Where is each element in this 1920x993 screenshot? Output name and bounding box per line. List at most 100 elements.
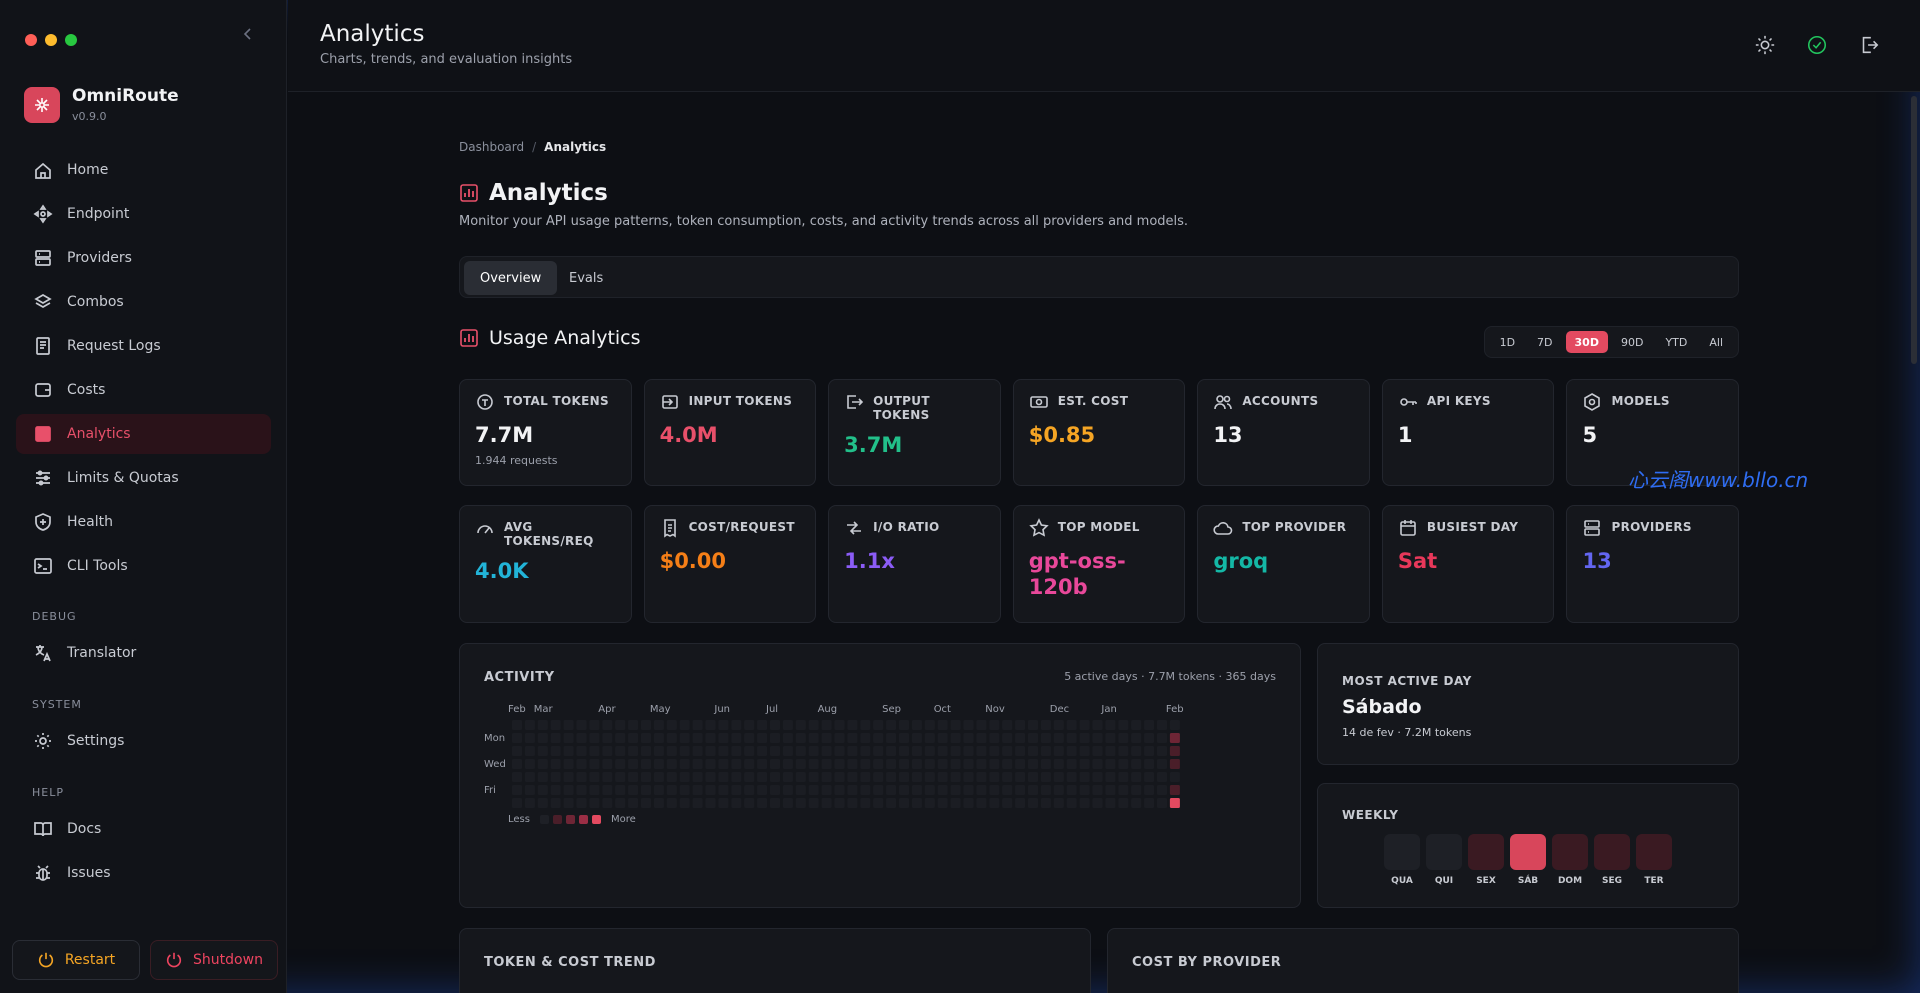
heatmap-cell[interactable] <box>886 785 897 795</box>
heatmap-cell[interactable] <box>537 733 548 743</box>
heatmap-cell[interactable] <box>976 785 987 795</box>
heatmap-cell[interactable] <box>937 759 948 769</box>
heatmap-cell[interactable] <box>615 746 626 756</box>
heatmap-cell[interactable] <box>873 746 884 756</box>
heatmap-cell[interactable] <box>1079 733 1090 743</box>
heatmap-cell[interactable] <box>795 772 806 782</box>
heatmap-cell[interactable] <box>512 785 522 795</box>
heatmap-cell[interactable] <box>757 746 768 756</box>
heatmap-cell[interactable] <box>860 785 871 795</box>
heatmap-cell[interactable] <box>744 798 755 808</box>
heatmap-cell[interactable] <box>795 733 806 743</box>
sidebar-item-providers[interactable]: Providers <box>16 238 271 278</box>
heatmap-cell[interactable] <box>976 733 987 743</box>
heatmap-cell[interactable] <box>1157 785 1167 795</box>
heatmap-cell[interactable] <box>989 746 1000 756</box>
heatmap-cell[interactable] <box>963 759 974 769</box>
heatmap-cell[interactable] <box>1040 798 1051 808</box>
heatmap-cell[interactable] <box>924 785 935 795</box>
heatmap-cell[interactable] <box>1015 798 1026 808</box>
heatmap-cell[interactable] <box>1002 746 1013 756</box>
heatmap-cell[interactable] <box>563 785 574 795</box>
heatmap-cell[interactable] <box>757 720 768 730</box>
weekly-day[interactable]: QUA <box>1384 834 1420 886</box>
heatmap-cell[interactable] <box>1040 720 1051 730</box>
heatmap-cell[interactable] <box>821 785 832 795</box>
heatmap-cell[interactable] <box>950 720 961 730</box>
heatmap-cell[interactable] <box>602 759 613 769</box>
heatmap-cell[interactable] <box>731 798 742 808</box>
heatmap-cell[interactable] <box>744 733 755 743</box>
heatmap-cell[interactable] <box>847 772 858 782</box>
collapse-sidebar-icon[interactable] <box>240 24 256 44</box>
heatmap-cell[interactable] <box>1079 720 1090 730</box>
heatmap-cell[interactable] <box>770 785 780 795</box>
heatmap-cell[interactable] <box>718 772 729 782</box>
heatmap-cell[interactable] <box>666 759 677 769</box>
heatmap-cell[interactable] <box>550 746 561 756</box>
heatmap-cell[interactable] <box>679 772 690 782</box>
heatmap-cell[interactable] <box>744 746 755 756</box>
heatmap-cell[interactable] <box>1169 772 1180 782</box>
breadcrumb-parent[interactable]: Dashboard <box>459 140 525 154</box>
heatmap-cell[interactable] <box>834 746 845 756</box>
heatmap-cell[interactable] <box>666 772 677 782</box>
heatmap-cell[interactable] <box>576 785 587 795</box>
heatmap-cell[interactable] <box>653 733 664 743</box>
heatmap-cell[interactable] <box>1002 733 1013 743</box>
heatmap-cell[interactable] <box>795 746 806 756</box>
heatmap-cell[interactable] <box>1105 720 1116 730</box>
heatmap-cell[interactable] <box>1157 772 1167 782</box>
heatmap-cell[interactable] <box>705 798 716 808</box>
heatmap-cell[interactable] <box>1066 759 1077 769</box>
heatmap-cell[interactable] <box>1144 720 1155 730</box>
heatmap-cell[interactable] <box>1157 733 1167 743</box>
heatmap-cell[interactable] <box>550 785 561 795</box>
heatmap-cell[interactable] <box>963 798 974 808</box>
heatmap-cell[interactable] <box>550 759 561 769</box>
heatmap-cell[interactable] <box>1105 785 1116 795</box>
heatmap-cell[interactable] <box>989 772 1000 782</box>
sidebar-item-translator[interactable]: Translator <box>16 633 271 673</box>
heatmap-cell[interactable] <box>705 733 716 743</box>
heatmap-cell[interactable] <box>757 798 768 808</box>
heatmap-cell[interactable] <box>924 746 935 756</box>
heatmap-cell[interactable] <box>1118 733 1129 743</box>
heatmap-cell[interactable] <box>989 720 1000 730</box>
heatmap-cell[interactable] <box>757 759 768 769</box>
heatmap-cell[interactable] <box>1040 733 1051 743</box>
heatmap-cell[interactable] <box>1053 772 1064 782</box>
weekly-day[interactable]: QUI <box>1426 834 1462 886</box>
heatmap-cell[interactable] <box>602 785 613 795</box>
heatmap-cell[interactable] <box>1053 785 1064 795</box>
heatmap-cell[interactable] <box>1015 759 1026 769</box>
heatmap-cell[interactable] <box>963 720 974 730</box>
heatmap-cell[interactable] <box>847 733 858 743</box>
heatmap-cell[interactable] <box>705 772 716 782</box>
heatmap-cell[interactable] <box>899 785 909 795</box>
heatmap-cell[interactable] <box>641 720 651 730</box>
heatmap-cell[interactable] <box>550 720 561 730</box>
heatmap-cell[interactable] <box>1105 746 1116 756</box>
heatmap-cell[interactable] <box>602 720 613 730</box>
heatmap-cell[interactable] <box>782 785 793 795</box>
heatmap-cell[interactable] <box>1131 720 1142 730</box>
heatmap-cell[interactable] <box>1118 759 1129 769</box>
heatmap-cell[interactable] <box>1157 798 1167 808</box>
heatmap-cell[interactable] <box>1169 785 1180 795</box>
heatmap-cell[interactable] <box>615 798 626 808</box>
sidebar-item-home[interactable]: Home <box>16 150 271 190</box>
heatmap-cell[interactable] <box>757 772 768 782</box>
heatmap-cell[interactable] <box>860 772 871 782</box>
heatmap-cell[interactable] <box>873 733 884 743</box>
heatmap-cell[interactable] <box>589 772 600 782</box>
minimize-window-button[interactable] <box>45 34 57 46</box>
heatmap-cell[interactable] <box>770 733 780 743</box>
heatmap-cell[interactable] <box>1105 759 1116 769</box>
heatmap-cell[interactable] <box>1144 746 1155 756</box>
heatmap-cell[interactable] <box>524 798 535 808</box>
heatmap-cell[interactable] <box>576 746 587 756</box>
status-ok-icon[interactable] <box>1806 34 1828 56</box>
heatmap-cell[interactable] <box>731 720 742 730</box>
heatmap-cell[interactable] <box>653 720 664 730</box>
